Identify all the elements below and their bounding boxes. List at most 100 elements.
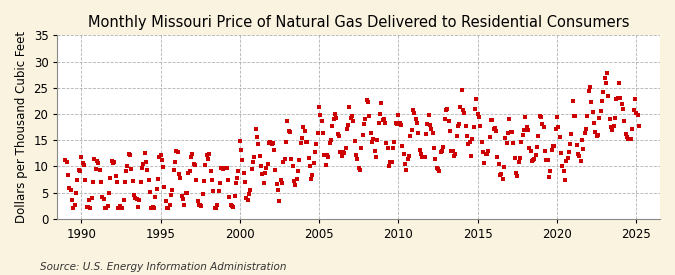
Point	[373, 121, 384, 125]
Point	[599, 76, 610, 80]
Point	[614, 81, 624, 86]
Point	[290, 183, 300, 187]
Point	[140, 160, 151, 164]
Point	[591, 134, 602, 138]
Point	[237, 158, 248, 162]
Point	[557, 164, 568, 168]
Point	[526, 158, 537, 163]
Point	[506, 130, 516, 135]
Point	[582, 114, 593, 118]
Point	[198, 179, 209, 183]
Point	[209, 206, 220, 210]
Point	[589, 120, 599, 125]
Point	[626, 137, 637, 142]
Point	[183, 170, 194, 175]
Point	[161, 199, 171, 203]
Point	[289, 179, 300, 183]
Point	[371, 155, 381, 159]
Point	[311, 141, 322, 146]
Point	[173, 171, 184, 176]
Point	[535, 114, 545, 118]
Point	[257, 172, 268, 176]
Point	[132, 197, 142, 202]
Point	[531, 153, 541, 158]
Point	[558, 169, 569, 173]
Point	[397, 144, 408, 148]
Point	[380, 120, 391, 125]
Point	[495, 173, 506, 177]
Point	[74, 169, 85, 173]
Point	[536, 115, 547, 119]
Point	[270, 168, 281, 172]
Point	[323, 155, 333, 160]
Point	[336, 154, 347, 159]
Point	[190, 163, 200, 167]
Point	[500, 136, 511, 141]
Point	[259, 181, 269, 185]
Point	[227, 204, 238, 208]
Point	[421, 132, 431, 136]
Point	[171, 149, 182, 153]
Point	[175, 176, 186, 180]
Point	[241, 196, 252, 200]
Point	[117, 206, 128, 210]
Point	[221, 166, 232, 170]
Point	[452, 124, 463, 128]
Point	[360, 117, 371, 121]
Point	[433, 167, 443, 171]
Point	[159, 185, 170, 189]
Point	[402, 157, 413, 161]
Point	[423, 113, 434, 117]
Point	[129, 193, 140, 197]
Point	[361, 98, 372, 102]
Point	[224, 195, 235, 200]
Point	[517, 132, 528, 137]
Point	[396, 123, 406, 127]
Point	[263, 141, 274, 145]
Point	[135, 180, 146, 184]
Point	[549, 144, 560, 148]
Point	[338, 149, 348, 154]
Point	[583, 89, 594, 93]
Point	[466, 154, 477, 158]
Point	[154, 155, 165, 159]
Point	[105, 175, 115, 180]
Point	[426, 126, 437, 131]
Point	[99, 197, 109, 201]
Point	[630, 97, 641, 101]
Point	[601, 71, 612, 75]
Point	[248, 160, 259, 164]
Point	[412, 121, 423, 125]
Point	[442, 107, 453, 112]
Point	[539, 125, 549, 130]
Point	[562, 156, 573, 161]
Point	[261, 166, 271, 170]
Point	[604, 116, 615, 121]
Point	[633, 123, 644, 128]
Point	[529, 157, 540, 161]
Point	[437, 148, 448, 153]
Point	[413, 130, 424, 135]
Point	[392, 122, 402, 127]
Point	[525, 148, 536, 153]
Point	[394, 121, 405, 125]
Point	[377, 118, 388, 123]
Point	[580, 126, 591, 131]
Point	[163, 206, 174, 210]
Point	[310, 150, 321, 154]
Point	[114, 203, 125, 208]
Point	[70, 203, 80, 208]
Point	[354, 167, 365, 172]
Point	[467, 137, 478, 141]
Point	[383, 146, 394, 150]
Point	[618, 107, 628, 111]
Point	[375, 112, 385, 116]
Point	[484, 135, 495, 139]
Point	[60, 158, 71, 163]
Point	[80, 178, 90, 183]
Point	[585, 84, 595, 89]
Point	[291, 177, 302, 181]
Point	[118, 198, 129, 202]
Point	[532, 145, 543, 149]
Point	[551, 115, 562, 119]
